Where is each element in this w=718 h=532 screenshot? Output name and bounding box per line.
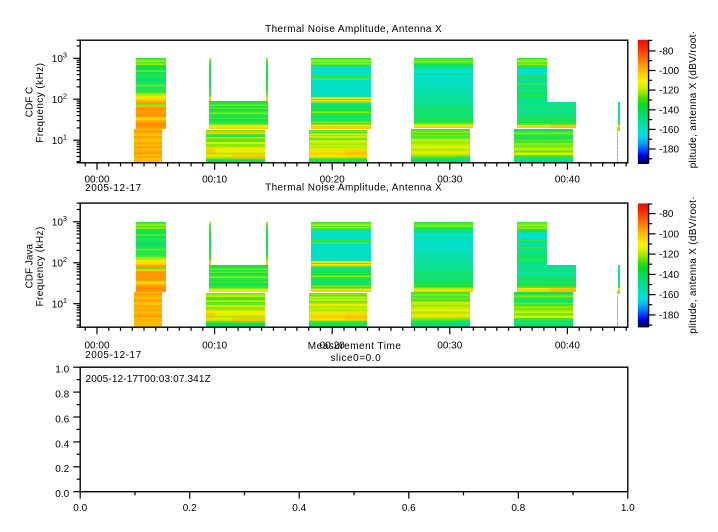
svg-text:plitude, antenna X (dBV/root·: plitude, antenna X (dBV/root· [688,196,699,334]
svg-text:Frequency (kHz): Frequency (kHz) [35,226,46,306]
svg-text:-140: -140 [659,270,679,281]
svg-text:00:00: 00:00 [84,174,109,185]
svg-text:2005-12-17: 2005-12-17 [85,350,142,361]
svg-text:-80: -80 [659,209,674,220]
svg-text:00:10: 00:10 [202,174,227,185]
svg-text:00:40: 00:40 [555,340,580,351]
svg-text:10: 10 [52,54,64,65]
svg-text:-80: -80 [659,47,674,58]
svg-text:Thermal Noise Amplitude, Anten: Thermal Noise Amplitude, Antenna X [265,183,442,194]
svg-text:-160: -160 [659,290,679,301]
svg-text:10: 10 [52,136,64,147]
svg-text:CDF Java: CDF Java [25,244,36,289]
svg-text:1: 1 [63,132,67,141]
svg-text:10: 10 [52,258,64,269]
svg-text:0.4: 0.4 [55,439,69,450]
svg-text:2: 2 [63,92,67,101]
svg-text:-180: -180 [659,311,679,322]
svg-text:-160: -160 [659,125,679,136]
svg-text:-180: -180 [659,145,679,156]
svg-text:Thermal Noise Amplitude, Anten: Thermal Noise Amplitude, Antenna X [265,24,442,35]
svg-text:-100: -100 [659,229,679,240]
svg-text:2005-12-17T00:03:07.341Z: 2005-12-17T00:03:07.341Z [86,374,211,385]
svg-text:00:30: 00:30 [437,174,462,185]
svg-text:10: 10 [52,299,64,310]
svg-text:-140: -140 [659,105,679,116]
svg-text:2: 2 [63,255,67,264]
svg-text:00:10: 00:10 [202,340,227,351]
svg-text:-120: -120 [659,250,679,261]
svg-text:00:30: 00:30 [437,340,462,351]
svg-text:00:20: 00:20 [320,340,345,351]
svg-text:0.2: 0.2 [55,464,69,475]
svg-text:CDF C: CDF C [25,87,36,118]
svg-text:-120: -120 [659,86,679,97]
svg-text:0.6: 0.6 [55,414,69,425]
svg-text:Measurement Time: Measurement Time [308,341,402,352]
svg-text:Frequency (kHz): Frequency (kHz) [35,63,46,143]
svg-text:-100: -100 [659,66,679,77]
svg-text:10: 10 [52,95,64,106]
svg-text:0.4: 0.4 [292,503,306,514]
svg-text:slice0=0.0: slice0=0.0 [330,353,381,364]
svg-text:2005-12-17: 2005-12-17 [85,183,142,194]
svg-text:1.0: 1.0 [621,503,635,514]
svg-text:0.2: 0.2 [183,503,197,514]
svg-text:0.0: 0.0 [55,489,69,500]
svg-text:00:20: 00:20 [320,174,345,185]
svg-text:00:00: 00:00 [84,340,109,351]
svg-text:1.0: 1.0 [55,365,69,376]
svg-text:00:40: 00:40 [555,174,580,185]
svg-text:0.8: 0.8 [511,503,525,514]
svg-text:3: 3 [63,51,67,60]
svg-text:0.0: 0.0 [73,503,87,514]
svg-text:3: 3 [63,214,67,223]
svg-text:1: 1 [63,296,67,305]
svg-text:0.6: 0.6 [402,503,416,514]
svg-text:0.8: 0.8 [55,390,69,401]
svg-text:10: 10 [52,217,64,228]
svg-text:plitude, antenna X (dBV/root·: plitude, antenna X (dBV/root· [688,31,699,169]
